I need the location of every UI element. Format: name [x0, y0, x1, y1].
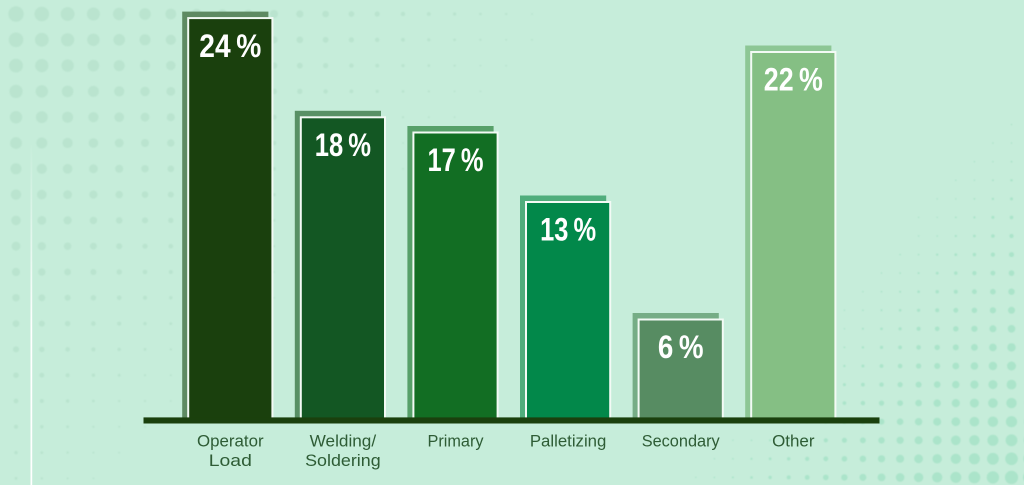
svg-text:Primary: Primary	[428, 431, 484, 450]
svg-text:Load: Load	[209, 451, 252, 470]
svg-text:Welding/: Welding/	[310, 431, 377, 450]
svg-text:Soldering: Soldering	[305, 451, 381, 470]
svg-text:17 %: 17 %	[428, 141, 484, 178]
svg-text:Secondary: Secondary	[642, 431, 720, 450]
svg-text:22 %: 22 %	[764, 61, 823, 98]
svg-text:13 %: 13 %	[540, 211, 596, 248]
svg-text:Palletizing: Palletizing	[530, 431, 607, 450]
svg-text:24 %: 24 %	[199, 27, 261, 64]
svg-text:6 %: 6 %	[658, 328, 704, 365]
svg-text:Operator: Operator	[197, 431, 264, 450]
svg-text:18 %: 18 %	[315, 126, 371, 163]
svg-text:Other: Other	[772, 431, 815, 450]
